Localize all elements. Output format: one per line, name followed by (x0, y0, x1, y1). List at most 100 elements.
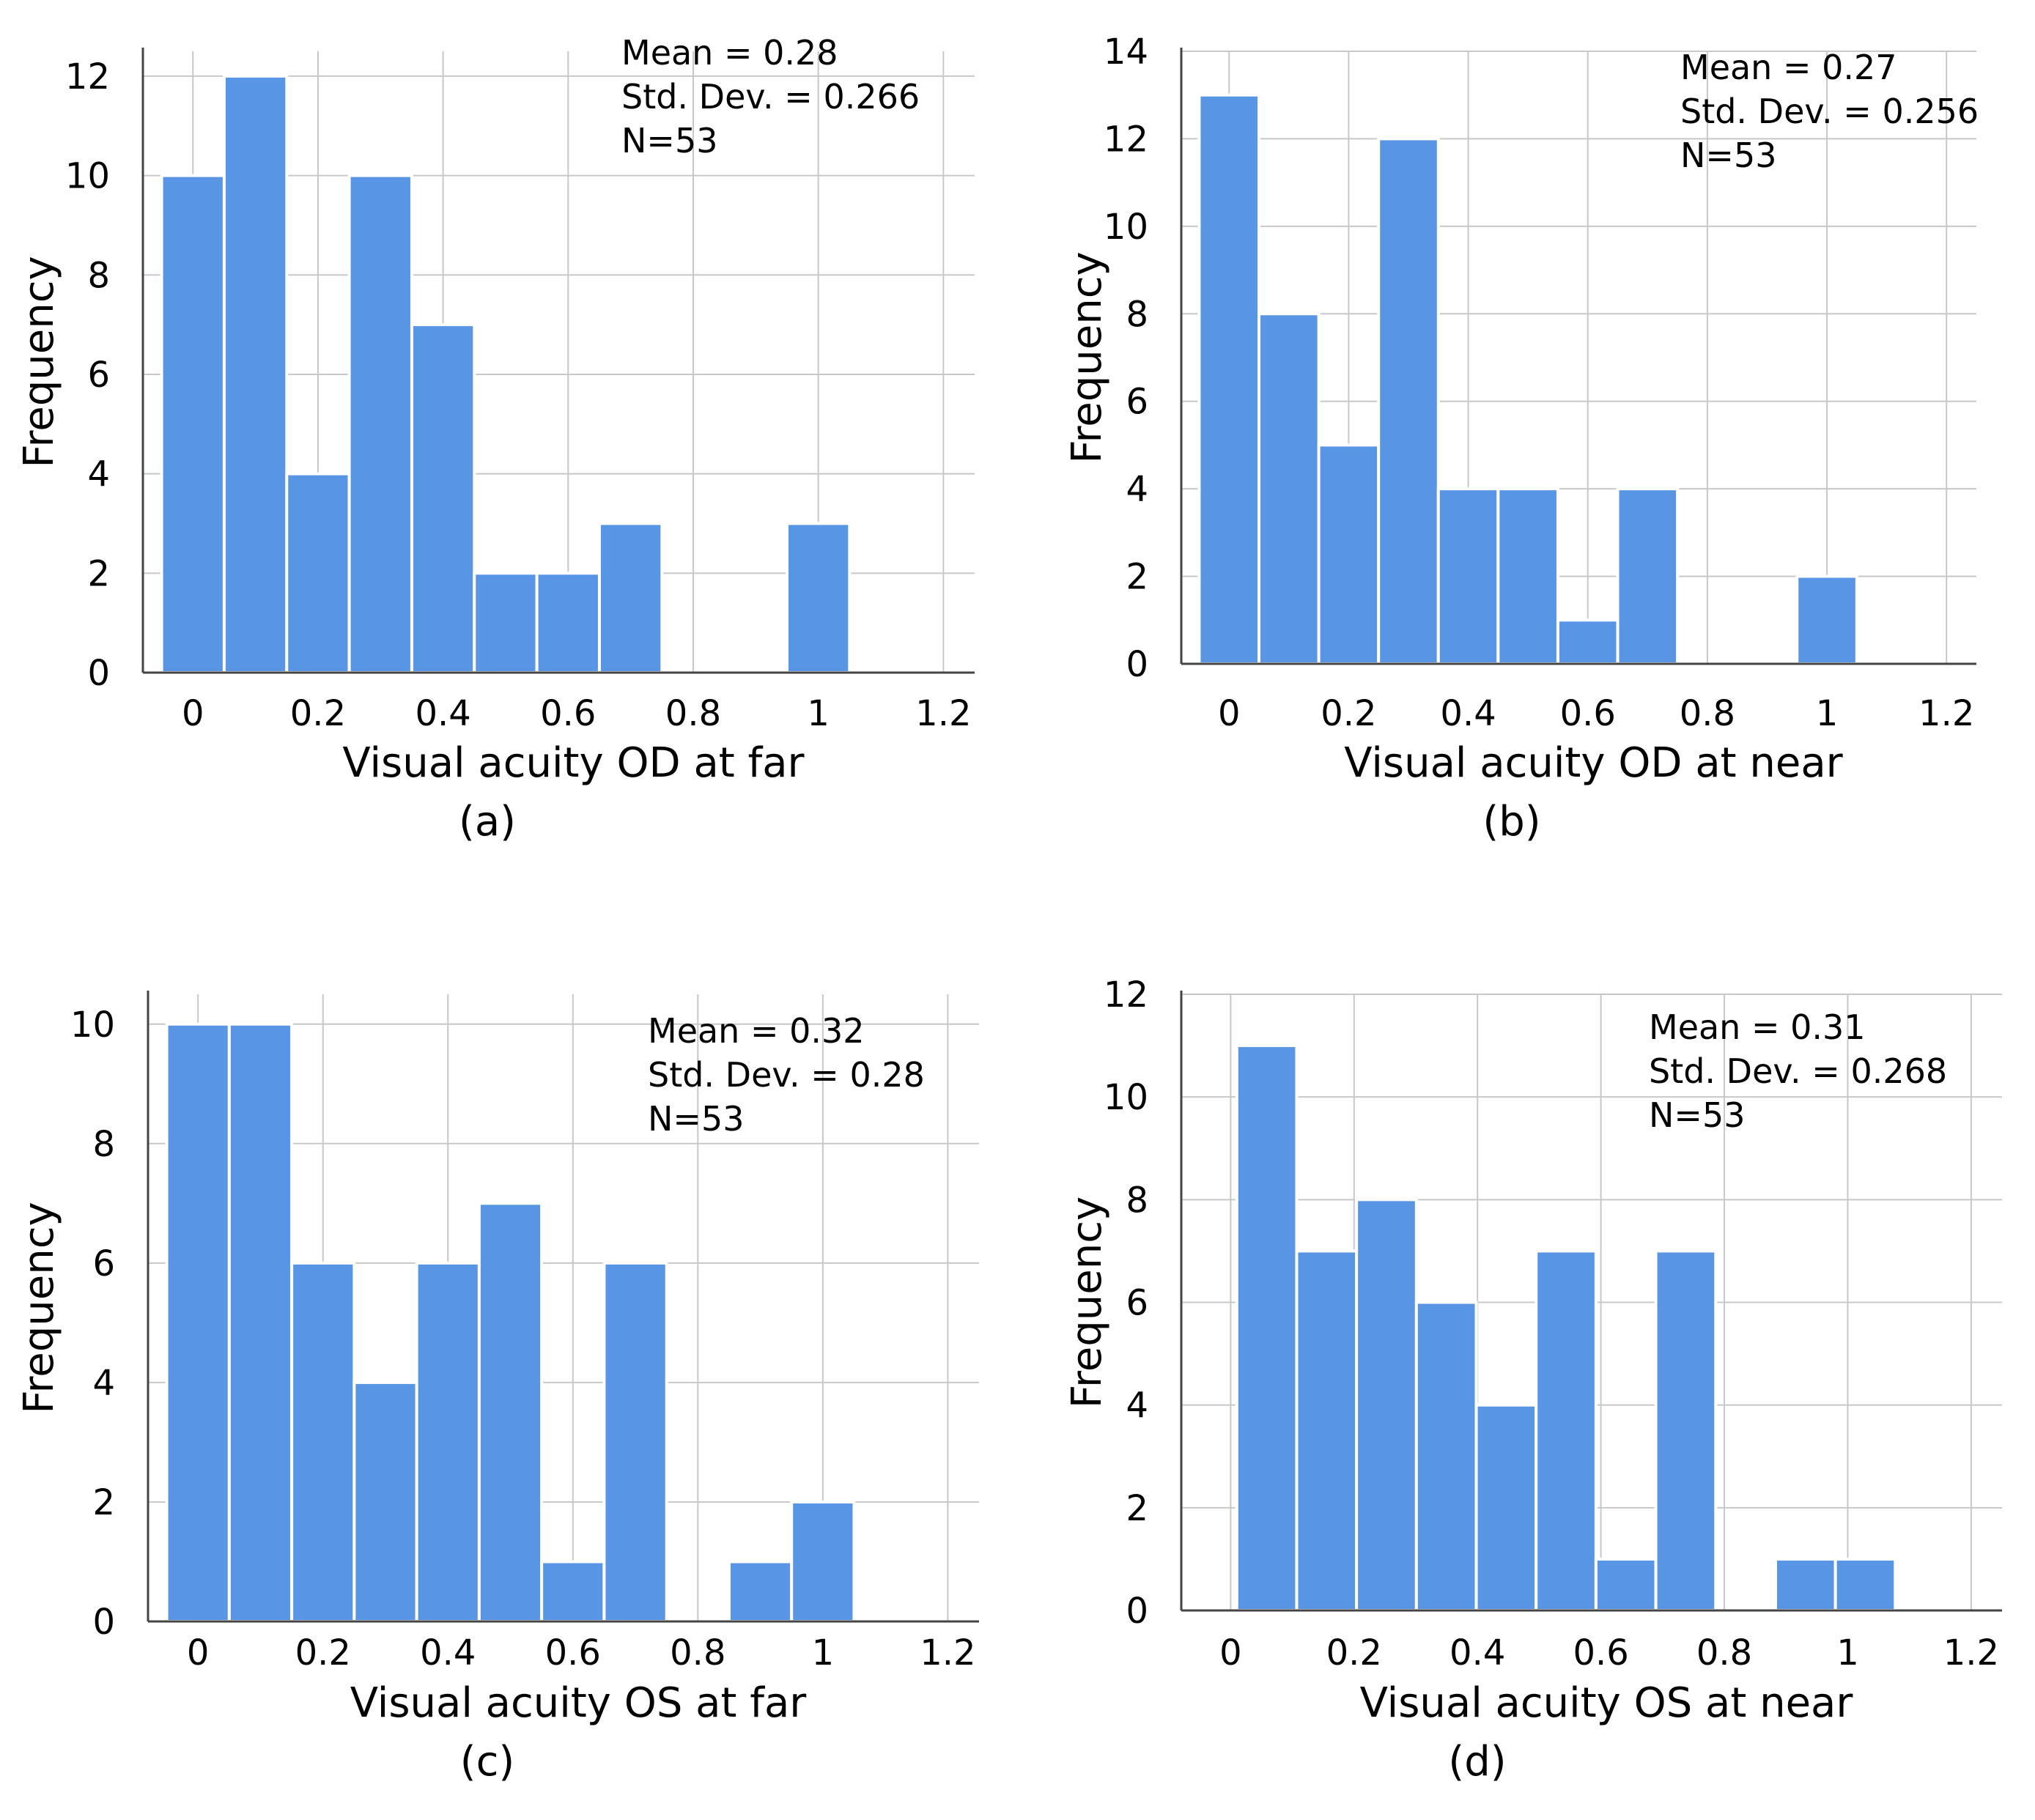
panel-label: (c) (460, 1738, 514, 1786)
y-tick-label: 14 (1104, 32, 1148, 73)
y-tick-label: 2 (87, 553, 110, 594)
histogram-bar (1355, 1198, 1418, 1613)
histogram-bar (1235, 1044, 1299, 1613)
y-tick-label: 2 (1126, 557, 1148, 598)
y-tick-label: 2 (92, 1482, 115, 1523)
y-tick-label: 12 (65, 56, 110, 97)
histogram-bar (1616, 487, 1680, 666)
stats-line: Mean = 0.27 (1680, 48, 1897, 87)
x-axis-label: Visual acuity OD at far (342, 739, 805, 787)
panel-label: (d) (1448, 1738, 1506, 1786)
panel-label: (a) (459, 798, 516, 846)
x-tick-label: 0.6 (545, 1632, 601, 1673)
y-tick-label: 10 (70, 1005, 115, 1046)
y-tick-label: 0 (87, 653, 110, 694)
stats-line: Std. Dev. = 0.28 (648, 1055, 925, 1095)
x-tick-label: 0.8 (670, 1632, 725, 1673)
histogram-bar (160, 174, 226, 675)
histogram-bar (540, 1560, 606, 1623)
x-tick-label: 0 (182, 693, 204, 734)
x-tick-label: 0.2 (1326, 1632, 1382, 1673)
y-tick-label: 0 (92, 1602, 115, 1643)
chart-panel-d: 0 2 4 6 8 10 12 0 0.2 0.4 0.6 0.8 1 1.2 Mean = 0.31Std… (1063, 974, 2002, 1786)
y-tick-label: 12 (1104, 974, 1148, 1016)
histogram-bar (1414, 1301, 1478, 1612)
histogram-bar (1257, 312, 1321, 665)
x-tick-label: 1 (1836, 1632, 1859, 1673)
histogram-bar (602, 1261, 668, 1624)
histogram-bar (415, 1261, 481, 1624)
x-axis-label: Visual acuity OS at near (1360, 1679, 1854, 1727)
x-tick-label: 0.4 (1449, 1632, 1505, 1673)
panel-label: (b) (1482, 798, 1540, 846)
y-axis-label: Frequency (15, 256, 63, 467)
stats-line: Mean = 0.32 (648, 1011, 865, 1051)
x-tick-label: 1.2 (1918, 693, 1974, 734)
histogram-bar (1773, 1557, 1837, 1613)
x-tick-label: 0.4 (420, 1632, 476, 1673)
y-tick-label: 8 (1126, 294, 1148, 335)
chart-panel-a: 0 2 4 6 8 10 12 0 0.2 0.4 0.6 0.8 1 1.2 Mean = 0.28 Std… (15, 33, 975, 846)
y-tick-label: 12 (1104, 119, 1148, 160)
histogram-bar (1833, 1557, 1897, 1613)
y-tick-label: 6 (1126, 1283, 1148, 1324)
histogram-bar (1317, 443, 1381, 666)
stats-line: N=53 (1649, 1095, 1746, 1135)
x-axis-label: Visual acuity OS at far (350, 1679, 808, 1727)
histogram-bar (352, 1380, 418, 1624)
y-axis-label: Frequency (15, 1202, 63, 1413)
x-axis-label: Visual acuity OD at near (1344, 739, 1843, 787)
histogram-bar (1594, 1557, 1658, 1613)
histogram-bar (727, 1560, 794, 1623)
histogram-bar (597, 522, 664, 674)
histogram-bar (1377, 137, 1440, 665)
histogram-bar (222, 74, 289, 675)
y-tick-label: 0 (1126, 644, 1148, 685)
x-tick-label: 0.8 (1680, 693, 1735, 734)
x-tick-label: 1.2 (1943, 1632, 1999, 1673)
histogram-bar (1795, 574, 1858, 665)
histogram-bar (1197, 93, 1261, 665)
x-tick-label: 0 (1218, 693, 1241, 734)
histogram-bar (477, 1202, 544, 1624)
x-tick-label: 0.2 (1321, 693, 1376, 734)
stats-line: Mean = 0.28 (621, 33, 838, 73)
y-tick-label: 4 (1126, 469, 1148, 510)
y-tick-label: 4 (1126, 1386, 1148, 1427)
y-tick-label: 2 (1126, 1488, 1148, 1529)
histogram-bar (1654, 1249, 1718, 1612)
y-tick-label: 4 (92, 1363, 115, 1404)
x-tick-label: 0.6 (1573, 1632, 1628, 1673)
x-tick-label: 1 (812, 1632, 835, 1673)
x-tick-label: 1 (807, 693, 830, 734)
x-tick-label: 0.2 (295, 1632, 351, 1673)
y-tick-label: 6 (92, 1243, 115, 1284)
chart-panel-c: 0 2 4 6 8 10 0 0.2 0.4 0.6 0.8 1 1.2 Mean = 0.32Std. … (15, 991, 979, 1786)
stats-line: N=53 (1680, 136, 1777, 175)
histogram-bar (1436, 487, 1500, 666)
y-tick-label: 0 (1126, 1591, 1148, 1632)
histogram-bar (410, 323, 476, 674)
x-tick-label: 0.4 (415, 693, 470, 734)
histogram-bar (165, 1022, 231, 1624)
y-tick-label: 6 (87, 355, 110, 396)
stats-line: Mean = 0.31 (1649, 1007, 1866, 1047)
y-tick-label: 10 (65, 156, 110, 197)
y-tick-label: 4 (87, 454, 110, 495)
x-tick-label: 0.2 (290, 693, 346, 734)
y-axis-label: Frequency (1063, 1196, 1111, 1408)
histogram-bar (285, 472, 351, 674)
x-tick-label: 0.8 (1696, 1632, 1752, 1673)
x-tick-label: 0.8 (665, 693, 721, 734)
y-tick-label: 10 (1104, 1077, 1148, 1118)
x-tick-label: 0.6 (1560, 693, 1616, 734)
histogram-bar (227, 1022, 294, 1624)
x-tick-label: 1 (1816, 693, 1839, 734)
histogram-bar (535, 571, 601, 674)
x-tick-label: 0 (187, 1632, 210, 1673)
y-tick-label: 8 (92, 1124, 115, 1165)
x-tick-label: 0.6 (540, 693, 596, 734)
histogram-bar (1534, 1249, 1598, 1612)
histogram-bar (1556, 618, 1619, 665)
y-tick-label: 10 (1104, 207, 1148, 248)
